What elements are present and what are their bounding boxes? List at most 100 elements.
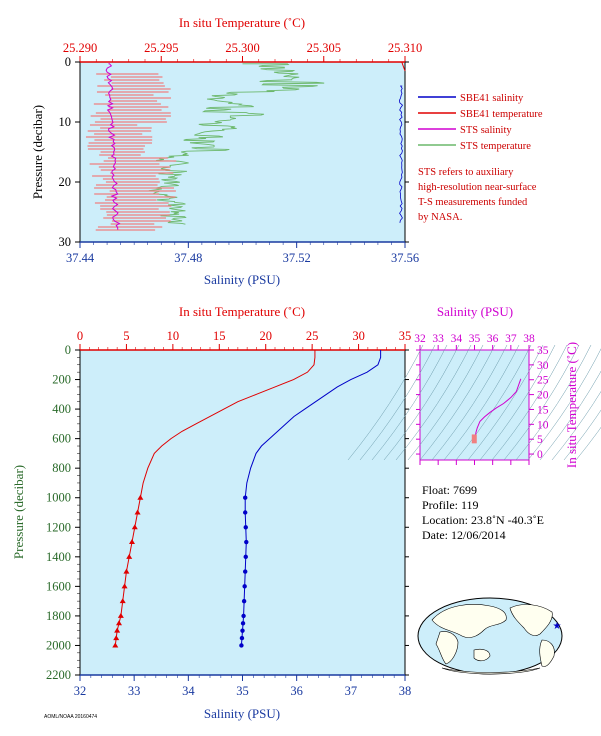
ts-sal-tick-label: 33	[432, 333, 444, 345]
main-pressure-tick-label: 200	[52, 373, 71, 387]
main-sal-tick-label: 33	[128, 684, 141, 698]
ts-temp-tick-label: 15	[537, 404, 549, 416]
top-sal-tick-label: 37.56	[391, 251, 419, 265]
main-temp-tick-label: 35	[399, 329, 412, 343]
top-title: In situ Temperature (˚C)	[179, 15, 305, 30]
salinity-marker	[243, 495, 248, 500]
main-pressure-tick-label: 1600	[46, 579, 71, 593]
legend-sbe41-temperature: SBE41 temperature	[460, 109, 543, 120]
ts-contour-line	[551, 391, 601, 461]
note-line-3: T-S measurements funded	[418, 197, 528, 208]
main-pressure-tick-label: 2000	[46, 638, 71, 652]
ts-sal-tick-label: 37	[505, 333, 517, 345]
main-sal-tick-label: 34	[182, 684, 195, 698]
ts-title: Salinity (PSU)	[437, 304, 513, 319]
ts-contour-line	[431, 344, 508, 461]
salmon-temperature-bars	[85, 73, 177, 231]
salinity-marker	[241, 613, 246, 619]
main-temp-tick-label: 5	[123, 329, 129, 343]
ts-sal-tick-label: 32	[414, 333, 426, 345]
top-xlabel: Salinity (PSU)	[204, 272, 280, 287]
top-temp-tick-label: 25.310	[388, 41, 422, 55]
ts-temp-tick-label: 20	[537, 390, 549, 402]
map-antarctica	[441, 667, 541, 675]
top-ylabel: Pressure (decibar)	[30, 105, 45, 199]
map-float-marker: ★	[553, 621, 562, 632]
temperature-marker	[137, 494, 144, 500]
ts-contour-line	[503, 344, 580, 461]
temperature-marker	[134, 509, 141, 515]
ts-temp-tick-label: 35	[537, 345, 549, 357]
top-chart: 25.290 25.295 25.300 25.305 25.310 37.44 37.48…	[30, 15, 543, 287]
top-temp-tick-label: 25.290	[63, 41, 97, 55]
top-sal-tick-label: 37.44	[66, 251, 95, 265]
ts-contour-line	[419, 344, 496, 461]
main-temperature-line	[114, 350, 316, 646]
top-sal-tick-label: 37.48	[174, 251, 202, 265]
salinity-marker	[243, 510, 248, 515]
temperature-marker	[114, 627, 121, 633]
note-line-2: high-resolution near-surface	[418, 182, 537, 193]
ts-ylabel: In situ Temperature (˚C)	[564, 342, 579, 468]
temperature-marker	[121, 583, 128, 589]
map-continents	[431, 604, 555, 675]
ts-contour-line	[539, 370, 601, 461]
salinity-marker	[243, 525, 248, 530]
ts-contour-line	[407, 344, 484, 461]
top-ticks: 25.290 25.295 25.300 25.305 25.310 37.44 37.48…	[59, 41, 423, 265]
ts-contour-line	[371, 344, 448, 461]
main-plot-area	[79, 349, 406, 676]
main-temp-tick-label: 20	[259, 329, 272, 343]
top-pressure-tick-label: 20	[59, 175, 72, 189]
main-series	[112, 350, 382, 648]
salinity-marker	[242, 584, 247, 589]
sts-temperature-line	[148, 63, 325, 225]
top-temp-tick-label: 25.300	[225, 41, 259, 55]
main-pressure-tick-label: 1000	[46, 491, 71, 505]
main-ylabel: Pressure (decibar)	[11, 465, 26, 559]
top-temp-tick-label: 25.305	[307, 41, 341, 55]
main-sal-tick-label: 38	[399, 684, 412, 698]
main-chart: 0 5 10 15 20 25 30 35 32 33 34 35 36 37 38 0 200 400 600 80…	[11, 304, 411, 721]
main-temp-tick-label: 0	[77, 329, 83, 343]
ts-contour-line	[383, 344, 460, 461]
legend-sts-salinity: STS salinity	[460, 125, 512, 136]
ts-contour-line	[395, 344, 472, 461]
top-sal-tick-label: 37.52	[283, 251, 311, 265]
top-pressure-tick-label: 30	[59, 235, 72, 249]
top-pressure-tick-label: 10	[59, 115, 72, 129]
ts-ticks: 32 33 34 35 36 37 38 0 5 10 15 20 25 30 35	[414, 333, 549, 465]
info-profile: Profile: 119	[422, 498, 479, 512]
ts-temp-tick-label: 25	[537, 375, 549, 387]
ts-contour-line	[575, 426, 601, 461]
ts-temp-tick-label: 30	[537, 360, 549, 372]
main-temp-tick-label: 15	[213, 329, 226, 343]
temperature-marker	[126, 553, 133, 559]
sbe41-temperature-line	[401, 61, 406, 72]
ts-contour-line	[455, 344, 532, 461]
float-info: Float: 7699 Profile: 119 Location: 23.8˚…	[422, 483, 544, 542]
temperature-marker	[119, 598, 126, 604]
main-pressure-tick-label: 1200	[46, 520, 71, 534]
ts-contour-line	[515, 344, 592, 461]
map-eurasia	[431, 604, 507, 638]
main-sal-tick-label: 36	[290, 684, 303, 698]
sts-salinity-line	[105, 63, 121, 230]
ts-sal-tick-label: 36	[487, 333, 499, 345]
ts-contour-line	[347, 344, 424, 461]
note-line-1: STS refers to auxiliary	[418, 167, 514, 178]
main-temp-tick-label: 25	[306, 329, 319, 343]
ts-contour-line	[479, 344, 556, 461]
main-pressure-tick-label: 0	[65, 343, 71, 357]
ts-contour-line	[527, 348, 601, 461]
ts-sal-tick-label: 38	[523, 333, 535, 345]
top-temp-tick-label: 25.295	[144, 41, 178, 55]
ts-series	[471, 378, 522, 444]
main-pressure-tick-label: 400	[52, 402, 71, 416]
top-series	[85, 61, 406, 231]
main-pressure-tick-label: 800	[52, 461, 71, 475]
sbe41-salinity-line	[398, 85, 404, 223]
salinity-marker	[244, 539, 249, 545]
temperature-marker	[123, 568, 130, 574]
map-north-america	[509, 604, 553, 636]
